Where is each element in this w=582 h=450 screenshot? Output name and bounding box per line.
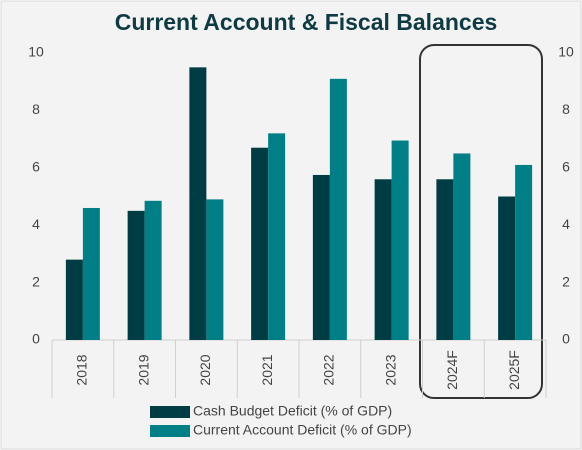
bar — [312, 174, 330, 340]
bar — [391, 140, 409, 340]
y2-tick-label: 6 — [562, 159, 570, 175]
bar — [374, 179, 392, 340]
bar — [498, 196, 516, 340]
bar — [82, 207, 100, 340]
y-tick-label: 8 — [32, 101, 40, 117]
legend-swatch — [150, 425, 190, 437]
y-tick-label: 4 — [32, 216, 40, 232]
x-tick-label: 2018 — [74, 354, 90, 385]
x-tick-label: 2024F — [444, 350, 460, 390]
x-tick-label: 2019 — [135, 354, 151, 385]
y2-tick-label: 8 — [562, 101, 570, 117]
x-tick-label: 2025F — [506, 350, 522, 390]
bar — [251, 147, 269, 340]
x-tick-label: 2021 — [259, 354, 275, 385]
x-tick-label: 2020 — [197, 354, 213, 385]
bar — [515, 164, 533, 340]
bar — [144, 200, 162, 340]
y-tick-label: 2 — [32, 273, 40, 289]
x-tick-label: 2022 — [321, 354, 337, 385]
x-tick-label: 2023 — [382, 354, 398, 385]
bar — [436, 179, 454, 340]
bar — [127, 210, 145, 340]
y-tick-label: 10 — [28, 44, 44, 60]
y2-tick-label: 10 — [558, 44, 574, 60]
y2-tick-label: 4 — [562, 216, 570, 232]
bar — [268, 133, 286, 340]
bar — [453, 153, 471, 340]
y-tick-label: 0 — [32, 331, 40, 347]
legend-label: Current Account Deficit (% of GDP) — [193, 422, 412, 438]
bar — [329, 78, 347, 340]
forecast-highlight — [419, 44, 543, 399]
bar — [65, 259, 83, 340]
y2-tick-label: 2 — [562, 273, 570, 289]
chart-title: Current Account & Fiscal Balances — [115, 9, 498, 35]
bar — [189, 67, 207, 340]
legend-label: Cash Budget Deficit (% of GDP) — [193, 403, 392, 419]
y2-tick-label: 0 — [562, 331, 570, 347]
bar — [206, 199, 224, 340]
legend-swatch — [150, 406, 190, 418]
y-tick-label: 6 — [32, 159, 40, 175]
